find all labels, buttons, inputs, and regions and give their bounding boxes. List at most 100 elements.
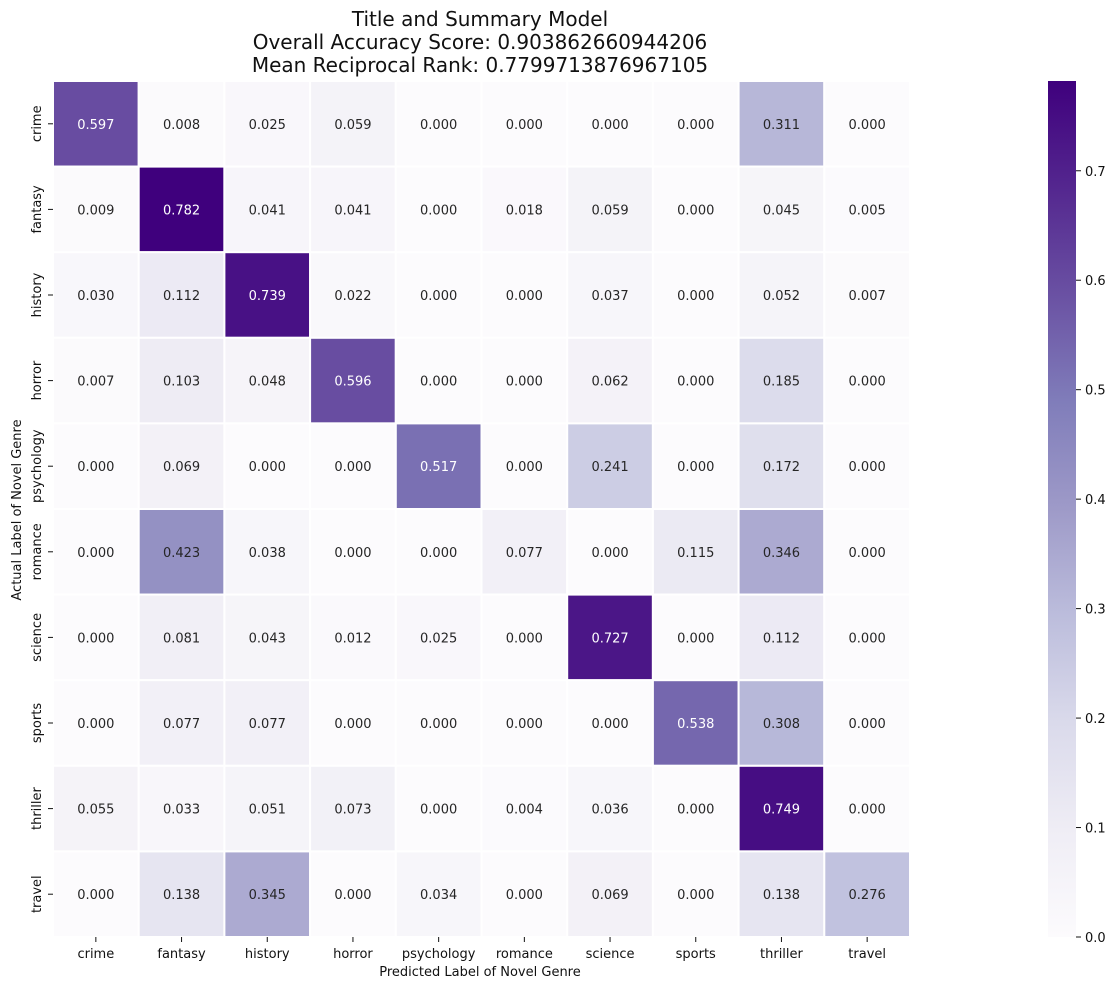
cell-value-label: 0.000 xyxy=(334,460,371,475)
heatmap-cell xyxy=(737,422,826,510)
cell-value-label: 0.041 xyxy=(334,203,371,218)
heatmap-cell xyxy=(309,593,397,682)
cell-value-label: 0.000 xyxy=(677,375,714,390)
heatmap-cell xyxy=(223,422,312,510)
heatmap-cell xyxy=(823,850,911,939)
heatmap-cell xyxy=(309,508,397,596)
cell-value-label: 0.059 xyxy=(591,203,628,218)
cell-value-label: 0.000 xyxy=(591,717,628,732)
cell-value-label: 0.000 xyxy=(334,888,371,903)
heatmap-cell xyxy=(566,251,654,339)
colorbar-tick-label: 0.4 xyxy=(1085,493,1106,508)
x-tick-label: history xyxy=(245,947,290,962)
cell-value-label: 0.000 xyxy=(677,888,714,903)
heatmap-cell xyxy=(737,764,826,853)
cell-value-label: 0.346 xyxy=(763,546,800,561)
cell-value-label: 0.185 xyxy=(763,375,800,390)
x-tick-label: crime xyxy=(77,947,114,962)
cell-value-label: 0.782 xyxy=(163,203,200,218)
x-tick-label: thriller xyxy=(760,947,804,962)
cell-value-label: 0.038 xyxy=(249,546,286,561)
cell-value-label: 0.077 xyxy=(163,717,200,732)
cell-value-label: 0.000 xyxy=(591,118,628,133)
cell-value-label: 0.000 xyxy=(420,203,457,218)
heatmap-cell xyxy=(566,336,654,425)
cell-value-label: 0.062 xyxy=(591,375,628,390)
cell-value-label: 0.749 xyxy=(763,803,800,818)
x-tick-label: sports xyxy=(676,947,716,962)
heatmap-cell xyxy=(223,679,312,767)
cell-value-label: 0.517 xyxy=(420,460,457,475)
heatmap-cell xyxy=(651,850,740,939)
heatmap-cell xyxy=(52,850,140,939)
cell-value-label: 0.276 xyxy=(849,888,886,903)
x-axis-ticks: crime fantasy history horror psychology roman… xyxy=(77,937,886,962)
cell-value-label: 0.033 xyxy=(163,803,200,818)
y-axis-ticks: crime fantasy history horror psychology roman… xyxy=(30,105,53,913)
cell-value-label: 0.241 xyxy=(591,460,628,475)
heatmap-cell xyxy=(52,336,140,425)
colorbar-ticks: 0.0 0.1 0.2 0.3 0.4 0.5 0.6 0.7 xyxy=(1076,165,1106,946)
heatmap-cell xyxy=(137,251,226,339)
colorbar-tick-label: 0.0 xyxy=(1085,931,1106,946)
cell-value-label: 0.000 xyxy=(506,460,543,475)
cell-value-label: 0.000 xyxy=(506,289,543,304)
cell-value-label: 0.000 xyxy=(849,803,886,818)
cell-value-label: 0.025 xyxy=(420,631,457,646)
cell-value-label: 0.000 xyxy=(849,546,886,561)
colorbar-tick-label: 0.6 xyxy=(1085,274,1106,289)
heatmap-cell xyxy=(480,336,569,425)
cell-value-label: 0.059 xyxy=(334,118,371,133)
cell-value-label: 0.000 xyxy=(677,289,714,304)
heatmap-cell xyxy=(737,508,826,596)
cell-value-label: 0.308 xyxy=(763,717,800,732)
chart-title: Title and Summary Model Overall Accuracy… xyxy=(252,7,708,77)
heatmap-cell xyxy=(651,80,740,168)
x-tick-label: travel xyxy=(848,947,886,962)
heatmap-cell xyxy=(566,764,654,853)
heatmap-cell xyxy=(137,165,226,254)
heatmap-cell xyxy=(394,850,483,939)
cell-value-label: 0.138 xyxy=(763,888,800,903)
heatmap-cell xyxy=(309,165,397,254)
cell-value-label: 0.000 xyxy=(420,375,457,390)
heatmap-cell xyxy=(480,850,569,939)
heatmap-cell xyxy=(52,80,140,168)
cell-value-label: 0.000 xyxy=(249,460,286,475)
title-line-1: Title and Summary Model xyxy=(351,7,608,31)
heatmap-cell xyxy=(566,165,654,254)
cell-value-label: 0.034 xyxy=(420,888,457,903)
heatmap-cell xyxy=(137,679,226,767)
cell-value-label: 0.000 xyxy=(77,888,114,903)
cell-value-label: 0.597 xyxy=(77,118,114,133)
cell-value-label: 0.051 xyxy=(249,803,286,818)
heatmap-cell xyxy=(566,422,654,510)
heatmap-cell xyxy=(394,508,483,596)
cell-value-label: 0.000 xyxy=(420,118,457,133)
cell-value-label: 0.077 xyxy=(506,546,543,561)
heatmap-cell xyxy=(394,422,483,510)
cell-value-label: 0.000 xyxy=(849,717,886,732)
heatmap-cell xyxy=(651,764,740,853)
y-tick-label: travel xyxy=(30,875,45,913)
heatmap-cell xyxy=(566,850,654,939)
heatmap-cell xyxy=(823,80,911,168)
heatmap-cell xyxy=(823,764,911,853)
heatmap-cell xyxy=(309,679,397,767)
cell-value-label: 0.103 xyxy=(163,375,200,390)
title-line-3: Mean Reciprocal Rank: 0.7799713876967105 xyxy=(252,53,708,77)
y-axis-label: Actual Label of Novel Genre xyxy=(10,419,25,600)
heatmap-cell xyxy=(823,336,911,425)
heatmap-cell xyxy=(651,422,740,510)
y-tick-label: sports xyxy=(30,703,45,743)
cell-value-label: 0.000 xyxy=(420,546,457,561)
heatmap-cell xyxy=(823,165,911,254)
cell-value-label: 0.000 xyxy=(677,460,714,475)
heatmap-cell xyxy=(309,764,397,853)
cell-value-label: 0.115 xyxy=(677,546,714,561)
cell-value-label: 0.345 xyxy=(249,888,286,903)
cell-value-label: 0.000 xyxy=(77,631,114,646)
heatmap-cell xyxy=(651,593,740,682)
heatmap-cell xyxy=(137,422,226,510)
